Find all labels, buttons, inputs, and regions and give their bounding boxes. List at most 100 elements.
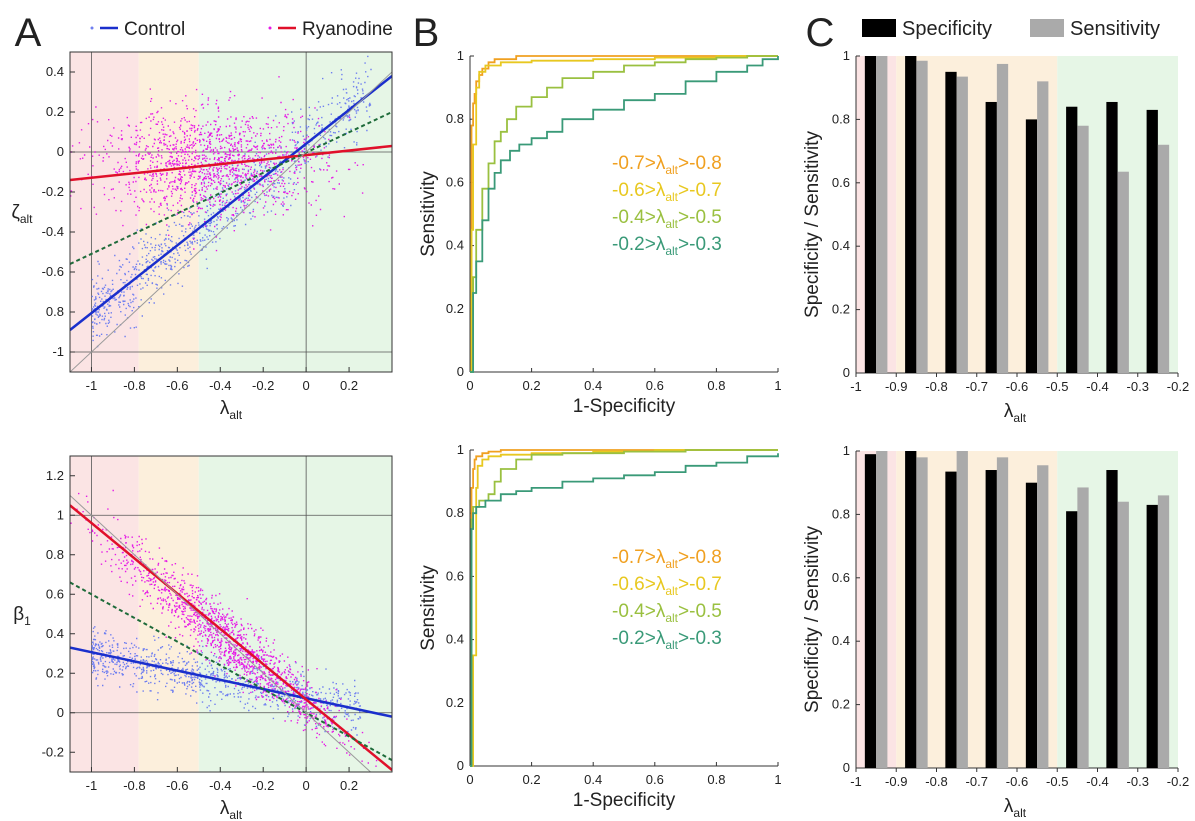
bar-specificity [1146,504,1158,768]
bar-sensitivity [1037,81,1049,374]
roc-legend-label: -0.2>λalt>-0.3 [612,628,722,652]
legend-swatch [1030,19,1064,37]
x-tick-label: -0.5 [1046,774,1068,789]
roc-curve [470,449,778,767]
fit-line-identity [70,495,371,772]
bar-specificity [1025,482,1038,768]
x-tick-label: -0.2 [252,778,274,793]
fit-line-control [70,75,392,331]
fit-line-ryanodine [70,504,392,771]
y-tick-label: 1 [843,443,850,458]
legend-marker [90,26,94,30]
bar-sensitivity [916,457,928,768]
y-tick-label: 0.4 [46,64,64,79]
y-tick-label: -1 [52,344,64,359]
x-tick-label: -0.9 [885,774,907,789]
x-tick-label: 0.8 [707,772,725,787]
x-tick-label: -1 [850,379,862,394]
plot-area [70,456,392,772]
plot-frame [69,51,393,373]
y-tick-label: 0.2 [832,697,850,712]
roc-panel-B-top: 0 0.2 0.4 0.6 0.8 1 0 0.2 0.4 0.6 0.8 1 1-Specificit… [418,48,782,417]
y-tick-label: 0.6 [832,570,850,585]
bar-specificity [985,470,997,768]
roc-curve [470,55,778,373]
x-tick-label: -0.8 [123,378,145,393]
fit-line-dashed [70,581,392,762]
bar-sensitivity [1077,487,1089,768]
x-tick-label: -0.5 [1046,379,1068,394]
y-tick-label: 0.8 [832,506,850,521]
bar-specificity [905,56,917,373]
x-tick-label: -1 [86,378,98,393]
y-tick-label: 0.8 [46,304,64,319]
x-tick-label: -0.4 [1086,379,1108,394]
y-tick-label: -0.2 [42,184,64,199]
x-tick-label: 0.2 [340,378,358,393]
x-axis-label: λalt [1004,796,1027,820]
x-tick-label: 0.2 [523,772,541,787]
x-axis-label: λalt [220,398,243,422]
y-tick-label: 0.4 [446,632,464,647]
bar-specificity [864,56,877,373]
roc-legend-label: -0.4>λalt>-0.5 [612,207,722,231]
y-axis-label: Sensitivity [418,565,439,651]
bar-sensitivity [916,60,928,373]
y-tick-label: 0.2 [446,301,464,316]
legend-label: Ryanodine [302,19,393,40]
panel-label-a: A [15,11,42,55]
y-tick-label: 0.6 [446,174,464,189]
bar-specificity [985,101,997,373]
x-tick-label: -0.8 [123,778,145,793]
roc-legend-label: -0.7>λalt>-0.8 [612,153,722,177]
bar-sensitivity [1117,501,1129,768]
y-tick-label: 0.8 [46,547,64,562]
x-tick-label: 0 [303,778,310,793]
bar-sensitivity [876,451,888,768]
bar-specificity [1025,119,1038,374]
x-tick-label: 0.6 [646,772,664,787]
y-tick-label: 1 [843,48,850,63]
background-band [138,456,199,772]
y-tick-label: 0.6 [46,586,64,601]
y-tick-label: 1.2 [46,468,64,483]
x-tick-label: 0.2 [523,378,541,393]
x-tick-label: -1 [850,774,862,789]
roc-legend-label: -0.2>λalt>-0.3 [612,234,722,258]
y-tick-label: 0.8 [832,111,850,126]
bar-specificity [1066,511,1078,768]
x-tick-label: 0.8 [707,378,725,393]
y-tick-label: 1 [457,442,464,457]
background-band [70,52,139,372]
y-tick-label: 0.4 [832,633,850,648]
x-axis-label: 1-Specificity [573,396,676,417]
background-band [198,52,392,372]
x-tick-label: -0.7 [966,774,988,789]
bar-panel-C-top: -1 -0.9 -0.8 -0.7 -0.6 -0.5 -0.4 -0.3 -0.2 0 0.2 0.… [802,18,1189,425]
y-tick-label: 0.2 [46,104,64,119]
bar-sensitivity [1077,125,1089,374]
x-tick-label: -0.3 [1127,774,1149,789]
x-tick-label: -0.2 [1167,774,1189,789]
y-tick-label: 0.4 [446,238,464,253]
x-tick-label: -0.7 [966,379,988,394]
x-tick-label: 0 [466,772,473,787]
x-tick-label: -0.6 [166,378,188,393]
x-tick-label: 1 [774,378,781,393]
roc-legend-label: -0.7>λalt>-0.8 [612,547,722,571]
y-tick-label: 0.2 [46,665,64,680]
y-tick-label: 0 [457,758,464,773]
bar-specificity [905,451,917,768]
x-tick-label: 0.6 [646,378,664,393]
bar-sensitivity [956,451,968,768]
bar-panel-C-bottom: -1 -0.9 -0.8 -0.7 -0.6 -0.5 -0.4 -0.3 -0.2 0 0.2 0.… [802,443,1189,820]
x-tick-label: -0.9 [885,379,907,394]
x-tick-label: 0 [303,378,310,393]
roc-curve [470,56,779,373]
x-tick-label: -1 [86,778,98,793]
background-band [198,456,392,772]
y-tick-label: 1 [457,48,464,63]
y-tick-label: 0.2 [832,302,850,317]
legend-label: Sensitivity [1070,18,1160,40]
